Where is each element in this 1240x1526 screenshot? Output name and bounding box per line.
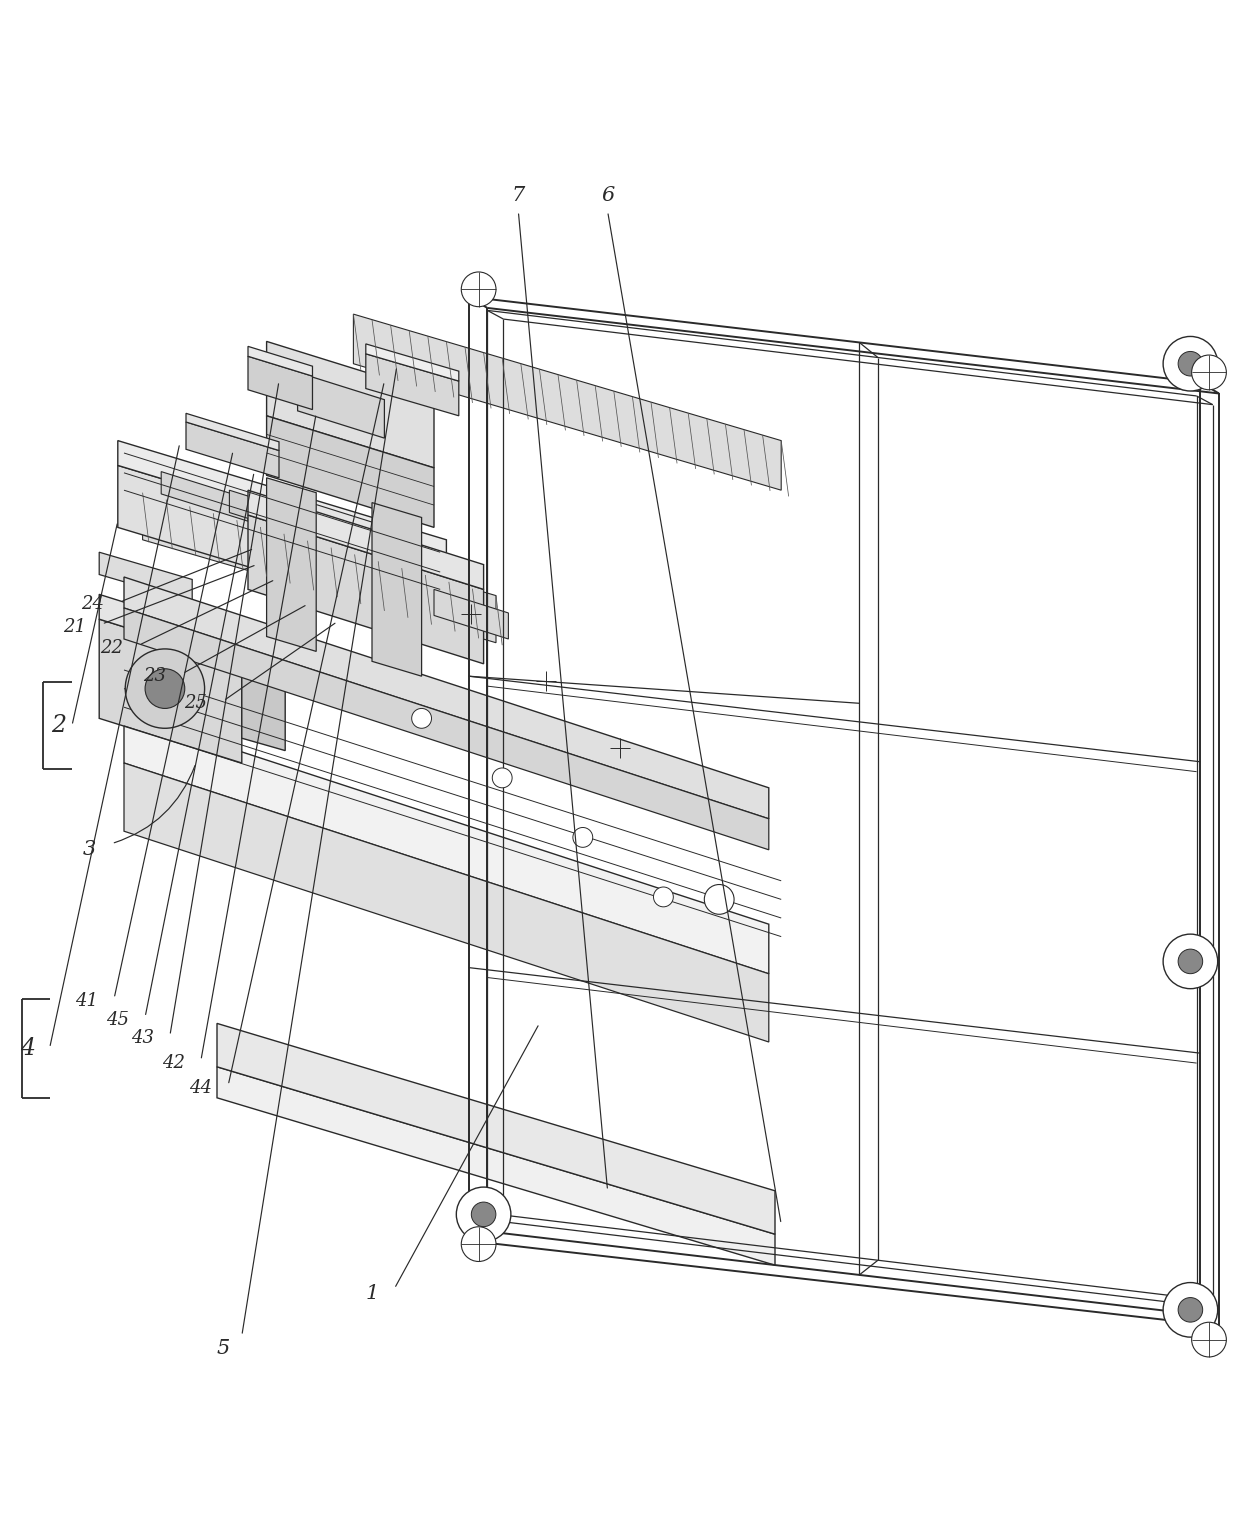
Circle shape: [1163, 336, 1218, 391]
Polygon shape: [99, 594, 242, 664]
Circle shape: [461, 272, 496, 307]
Polygon shape: [217, 1024, 775, 1235]
Text: 23: 23: [144, 667, 166, 685]
Circle shape: [456, 1187, 511, 1242]
Polygon shape: [118, 441, 446, 565]
Polygon shape: [434, 589, 508, 639]
Text: 41: 41: [76, 992, 98, 1010]
Text: 21: 21: [63, 618, 86, 636]
Polygon shape: [310, 514, 397, 571]
Polygon shape: [248, 490, 484, 589]
Polygon shape: [186, 423, 279, 478]
Text: 42: 42: [162, 1054, 185, 1073]
Polygon shape: [118, 465, 446, 627]
Polygon shape: [242, 639, 285, 751]
Text: 24: 24: [82, 595, 104, 613]
Polygon shape: [229, 490, 316, 540]
Text: 2: 2: [51, 714, 66, 737]
Polygon shape: [161, 472, 248, 522]
Text: 1: 1: [366, 1285, 378, 1303]
Polygon shape: [248, 346, 312, 375]
Circle shape: [492, 768, 512, 787]
Text: 7: 7: [512, 186, 525, 204]
Circle shape: [145, 668, 185, 708]
Text: 43: 43: [131, 1029, 154, 1047]
Circle shape: [1163, 934, 1218, 989]
Circle shape: [1178, 1297, 1203, 1322]
Polygon shape: [353, 314, 781, 490]
Circle shape: [1192, 1322, 1226, 1357]
Polygon shape: [248, 514, 484, 664]
Polygon shape: [310, 502, 397, 542]
Polygon shape: [267, 342, 434, 468]
Polygon shape: [143, 493, 496, 642]
Polygon shape: [248, 356, 312, 409]
Text: 3: 3: [83, 841, 95, 859]
Polygon shape: [99, 552, 192, 601]
Circle shape: [125, 649, 205, 728]
Text: 4: 4: [20, 1036, 35, 1059]
Circle shape: [573, 827, 593, 847]
Polygon shape: [124, 713, 769, 974]
Circle shape: [461, 1227, 496, 1262]
FancyArrowPatch shape: [114, 766, 195, 842]
Polygon shape: [267, 478, 316, 652]
Circle shape: [1192, 356, 1226, 389]
Circle shape: [471, 1202, 496, 1227]
Text: 45: 45: [107, 1010, 129, 1029]
Text: 6: 6: [601, 186, 614, 204]
Text: 5: 5: [217, 1338, 229, 1358]
Polygon shape: [298, 372, 384, 438]
Circle shape: [1178, 351, 1203, 375]
Circle shape: [1163, 1282, 1218, 1337]
Text: 22: 22: [100, 639, 123, 656]
Polygon shape: [267, 415, 434, 528]
Circle shape: [704, 885, 734, 914]
Polygon shape: [366, 343, 459, 382]
Polygon shape: [366, 354, 459, 415]
Polygon shape: [124, 607, 769, 850]
Text: 44: 44: [190, 1079, 212, 1097]
Text: 25: 25: [185, 694, 207, 713]
Polygon shape: [99, 620, 242, 763]
Polygon shape: [124, 763, 769, 1042]
Circle shape: [412, 708, 432, 728]
Polygon shape: [217, 1067, 775, 1265]
Circle shape: [1178, 949, 1203, 974]
Polygon shape: [124, 577, 769, 819]
Polygon shape: [186, 414, 279, 450]
Circle shape: [653, 887, 673, 906]
Polygon shape: [372, 502, 422, 676]
